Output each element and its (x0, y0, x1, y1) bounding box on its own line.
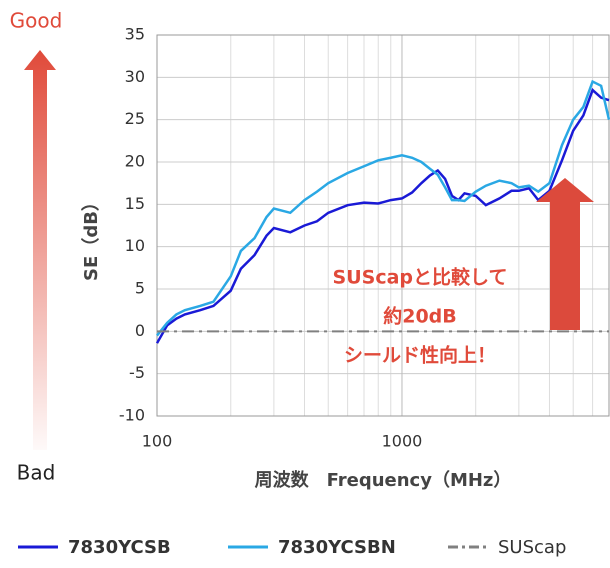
series-line (155, 87, 610, 344)
annotation: シールド性向上！ (344, 344, 496, 367)
annotation: SUScapと比較して (333, 266, 508, 289)
y-tick-label: 5 (135, 279, 145, 298)
y-tick-label: 0 (135, 321, 145, 340)
annotation: 約20dB (383, 305, 457, 328)
y-tick-label: 35 (125, 25, 145, 44)
x-axis-label: 周波数 Frequency（MHz） (255, 469, 512, 491)
x-tick-label: 100 (142, 432, 173, 451)
legend-label: SUScap (498, 537, 566, 558)
series-line (156, 79, 610, 337)
legend-label: 7830YCSBN (278, 537, 396, 558)
y-tick-label: 20 (125, 152, 145, 171)
y-tick-label: 30 (125, 67, 145, 86)
plot-frame (156, 34, 610, 417)
x-tick-label: 1000 (382, 432, 423, 451)
y-tick-label: -5 (129, 363, 145, 382)
y-axis-label: SE（dB） (81, 193, 102, 281)
y-tick-label: 25 (125, 109, 145, 128)
y-tick-label: 15 (125, 194, 145, 213)
good-bad-arrow (24, 50, 56, 450)
bad-label: Bad (17, 461, 56, 485)
improvement-arrow (536, 178, 594, 330)
legend-label: 7830YCSB (68, 537, 171, 558)
y-tick-label: 10 (125, 236, 145, 255)
good-label: Good (10, 9, 63, 33)
y-tick-label: -10 (119, 406, 145, 425)
